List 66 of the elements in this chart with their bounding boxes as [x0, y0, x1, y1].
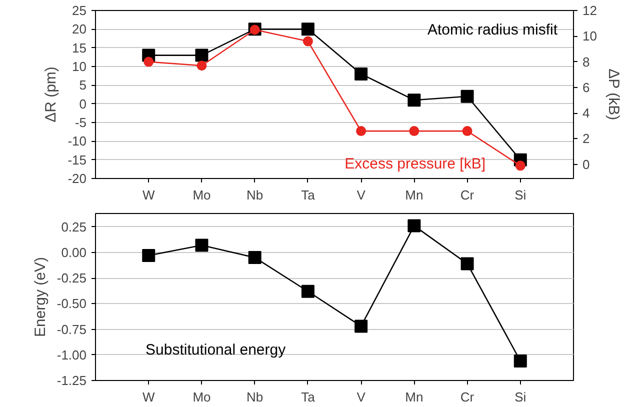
y2-tick-label: 12: [582, 3, 597, 18]
y2-axis-title: ΔP (kB): [604, 68, 622, 120]
y-tick-label: 5: [79, 78, 87, 93]
x-tick-label: Cr: [460, 390, 475, 404]
y2-tick-label: 10: [582, 28, 597, 44]
x-tick-label: Mn: [405, 390, 424, 404]
y-tick-label: -1.00: [56, 347, 87, 362]
x-tick-label: Nb: [246, 188, 264, 202]
y-tick-label: -5: [74, 115, 87, 130]
point: [460, 90, 474, 103]
y-tick-label: 25: [72, 3, 87, 18]
x-tick-label: W: [142, 188, 156, 202]
y-axis-title: ΔR (pm): [42, 66, 60, 122]
y-tick-label: 0.00: [61, 244, 87, 260]
y2-tick-label: 8: [582, 54, 590, 70]
point: [248, 251, 262, 264]
y-tick-label: -0.50: [56, 296, 87, 312]
point: [354, 320, 368, 333]
point: [408, 219, 421, 232]
y-tick-label: 20: [72, 22, 87, 37]
x-tick-label: Si: [514, 188, 526, 202]
x-tick-label: Cr: [460, 188, 475, 202]
x-tick-label: Mo: [192, 188, 211, 202]
x-tick-label: Si: [514, 390, 526, 404]
point: [302, 36, 313, 46]
point: [195, 238, 208, 252]
point: [195, 48, 208, 62]
y2-tick-label: 2: [582, 131, 590, 146]
x-tick-label: Nb: [246, 390, 264, 404]
y-tick-label: -15: [68, 152, 87, 168]
y-tick-label: -0.25: [56, 270, 87, 286]
point: [408, 94, 421, 107]
x-tick-label: Ta: [301, 188, 316, 202]
point: [409, 126, 420, 136]
x-tick-label: Ta: [301, 390, 316, 404]
point: [301, 284, 314, 298]
x-tick-label: Mo: [192, 390, 211, 404]
point: [460, 257, 474, 270]
y2-tick-label: 4: [582, 106, 590, 121]
point: [515, 160, 526, 171]
x-tick-label: W: [142, 390, 156, 404]
y-tick-label: 10: [72, 59, 87, 74]
point: [462, 126, 472, 136]
x-tick-label: Mn: [405, 188, 424, 202]
point: [142, 249, 156, 262]
y-tick-label: -10: [68, 134, 87, 149]
text: Atomic radius misfit: [427, 22, 558, 38]
y-tick-label: 0: [79, 96, 87, 112]
point: [514, 354, 527, 368]
x-tick-label: V: [356, 188, 366, 202]
x-tick-label: V: [356, 390, 366, 404]
point: [301, 22, 314, 36]
y-tick-label: 15: [72, 40, 87, 56]
y-tick-label: -1.25: [56, 373, 87, 388]
y-tick-label: -0.75: [56, 322, 87, 337]
text: Substitutional energy: [146, 342, 286, 358]
point: [354, 67, 368, 80]
point: [356, 126, 366, 136]
y2-tick-label: 6: [582, 80, 590, 95]
point: [144, 56, 154, 67]
y2-tick-label: 0: [582, 156, 590, 172]
point: [196, 60, 207, 71]
series-label: Excess pressure [kB]: [344, 156, 486, 172]
y-tick-label: -20: [68, 171, 87, 186]
y-axis-title: Energy (eV): [32, 256, 49, 338]
y-tick-label: 0.25: [61, 219, 87, 234]
